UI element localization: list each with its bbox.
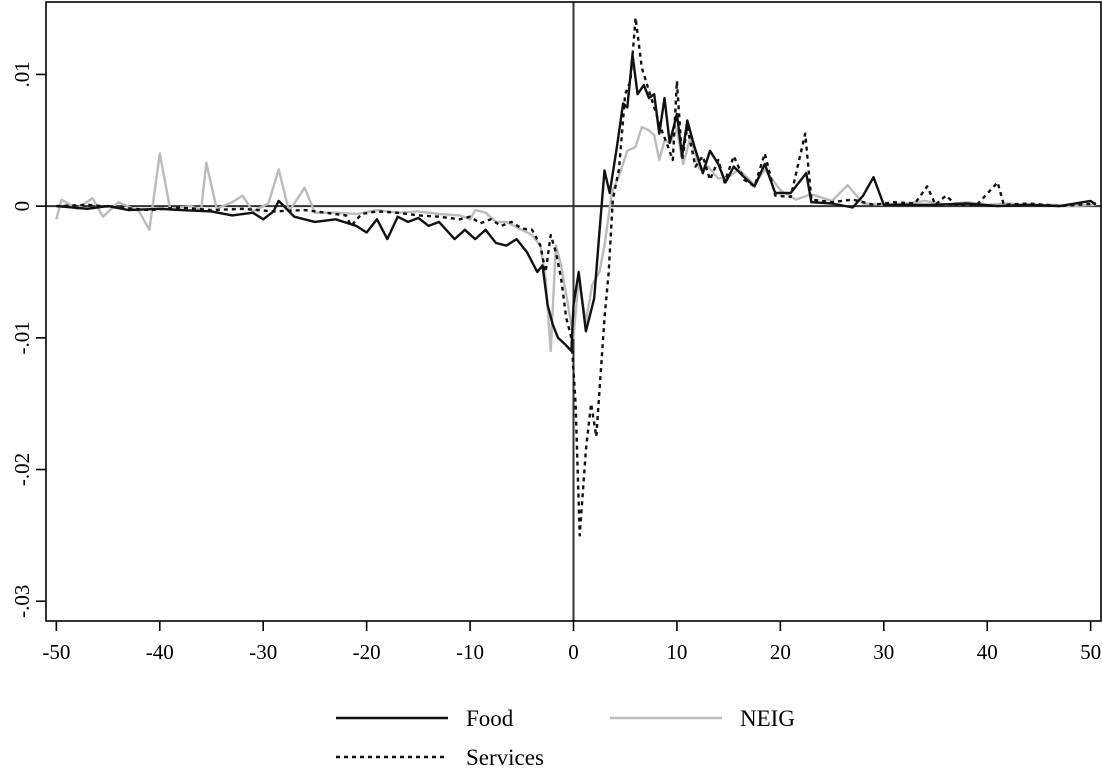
x-tick-label: -10 bbox=[456, 640, 484, 664]
x-tick-label: -20 bbox=[353, 640, 381, 664]
y-tick-label: -.03 bbox=[10, 585, 34, 618]
x-tick-label: -40 bbox=[146, 640, 174, 664]
y-tick-label: 0 bbox=[10, 201, 34, 212]
x-tick-label: 30 bbox=[873, 640, 894, 664]
legend-item-services: Services bbox=[336, 745, 544, 770]
series-line-food bbox=[56, 53, 1097, 353]
legend-label: Food bbox=[466, 706, 514, 731]
x-tick-label: -50 bbox=[42, 640, 70, 664]
x-tick-label: 10 bbox=[666, 640, 687, 664]
legend-label: Services bbox=[466, 745, 544, 770]
legend: Food NEIG Services bbox=[336, 706, 795, 770]
y-tick-label: -.02 bbox=[10, 453, 34, 486]
x-tick-label: 40 bbox=[977, 640, 998, 664]
x-tick-label: 0 bbox=[568, 640, 579, 664]
series-line-neig bbox=[55, 125, 1096, 353]
legend-item-neig: NEIG bbox=[610, 706, 795, 731]
legend-label: NEIG bbox=[740, 706, 795, 731]
x-tick-label: 50 bbox=[1080, 640, 1101, 664]
x-tick-label: -30 bbox=[249, 640, 277, 664]
series-line-services bbox=[56, 16, 1096, 537]
y-tick-label: .01 bbox=[10, 61, 34, 87]
x-tick-label: 20 bbox=[770, 640, 791, 664]
y-tick-label: -.01 bbox=[10, 321, 34, 354]
axes: -50 -40 -30 -20 -10 0 10 20 30 40 50 .01 0 -.01 -.02 -.… bbox=[10, 1, 1102, 664]
plot-area bbox=[46, 2, 1101, 621]
legend-item-food: Food bbox=[336, 706, 514, 731]
